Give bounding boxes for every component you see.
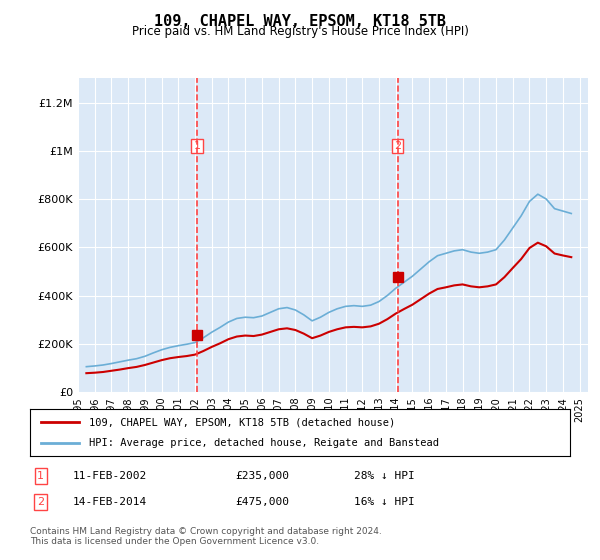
Text: 2: 2	[37, 497, 44, 507]
Text: 109, CHAPEL WAY, EPSOM, KT18 5TB (detached house): 109, CHAPEL WAY, EPSOM, KT18 5TB (detach…	[89, 417, 395, 427]
Text: HPI: Average price, detached house, Reigate and Banstead: HPI: Average price, detached house, Reig…	[89, 438, 439, 448]
Text: 2: 2	[394, 141, 401, 151]
Text: 28% ↓ HPI: 28% ↓ HPI	[354, 471, 415, 481]
Text: 1: 1	[194, 141, 200, 151]
Text: Contains HM Land Registry data © Crown copyright and database right 2024.
This d: Contains HM Land Registry data © Crown c…	[30, 526, 382, 546]
Text: 16% ↓ HPI: 16% ↓ HPI	[354, 497, 415, 507]
Text: £475,000: £475,000	[235, 497, 289, 507]
Text: 11-FEB-2002: 11-FEB-2002	[73, 471, 148, 481]
Text: 1: 1	[37, 471, 44, 481]
Text: £235,000: £235,000	[235, 471, 289, 481]
Text: 14-FEB-2014: 14-FEB-2014	[73, 497, 148, 507]
Text: 109, CHAPEL WAY, EPSOM, KT18 5TB: 109, CHAPEL WAY, EPSOM, KT18 5TB	[154, 14, 446, 29]
Text: Price paid vs. HM Land Registry's House Price Index (HPI): Price paid vs. HM Land Registry's House …	[131, 25, 469, 38]
